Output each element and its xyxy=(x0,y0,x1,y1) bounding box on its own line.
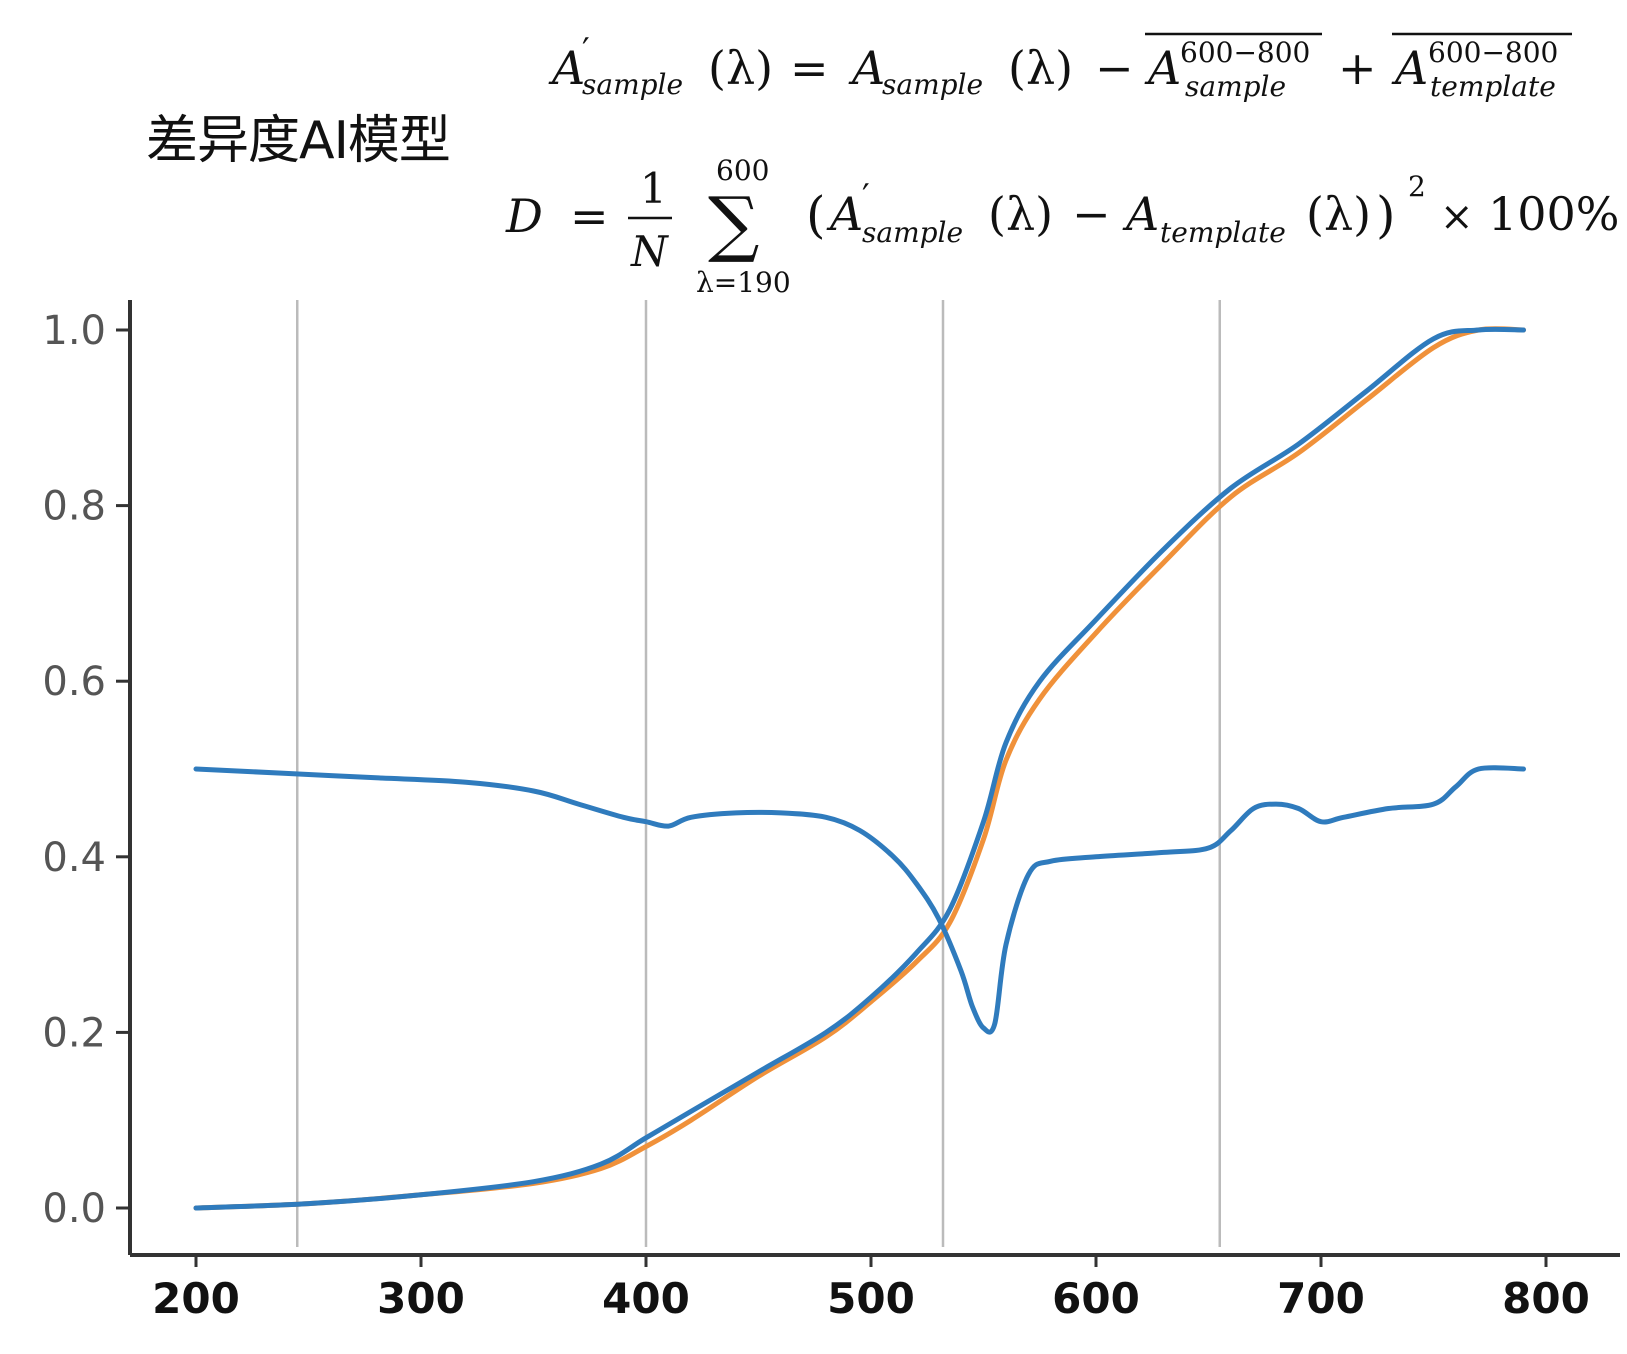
f2-close-paren: ) xyxy=(1376,186,1396,244)
y-tick-label-2: 0.4 xyxy=(42,835,106,881)
f1-minus: − xyxy=(1095,41,1134,95)
f2-minus: − xyxy=(1072,187,1111,241)
f2-b-lambda: (λ) xyxy=(1306,187,1371,241)
f1-term3-sup: 600−800 xyxy=(1428,36,1558,69)
slide-title: 差异度AI模型 xyxy=(146,111,451,171)
series-line-0 xyxy=(193,765,1526,1035)
y-tick-label-3: 0.6 xyxy=(42,659,106,705)
f1-term1-sub: sample xyxy=(882,68,983,101)
f1-lhs-lambda: (λ) xyxy=(708,41,773,95)
f1-term3-base: A xyxy=(1391,41,1428,95)
f2-a-lambda: (λ) xyxy=(988,187,1053,241)
f2-sum-lower: λ=190 xyxy=(696,266,791,299)
series-line-1 xyxy=(193,326,1526,1211)
y-tick-label-1: 0.2 xyxy=(42,1010,106,1056)
f1-term2-sup: 600−800 xyxy=(1180,36,1310,69)
f2-lhs: D xyxy=(505,189,543,243)
series-line-2 xyxy=(193,326,1526,1211)
f1-lhs-base: A xyxy=(548,41,585,95)
f1-lhs-prime: ′ xyxy=(582,31,590,71)
x-tick-label-2: 400 xyxy=(602,1274,690,1323)
f2-open-paren: ( xyxy=(806,186,826,244)
f2-sum-upper: 600 xyxy=(716,154,769,187)
f2-times: × xyxy=(1440,194,1474,240)
x-tick-label-3: 500 xyxy=(827,1274,915,1323)
f1-term1-base: A xyxy=(848,41,885,95)
f2-b-base: A xyxy=(1122,187,1159,241)
f2-power: 2 xyxy=(1408,170,1426,203)
f2-b-sub: template xyxy=(1160,216,1286,249)
f2-percent: 100% xyxy=(1488,187,1620,241)
x-tick-label-6: 800 xyxy=(1502,1274,1590,1323)
formula-difference: D = 1 N 600 ∑ λ=190 ( A ′ sample (λ) − A… xyxy=(505,154,1620,299)
y-tick-label-4: 0.8 xyxy=(42,484,106,530)
f2-a-base: A xyxy=(826,187,863,241)
x-tick-label-0: 200 xyxy=(152,1274,240,1323)
f1-lhs-sub: sample xyxy=(582,68,683,101)
f2-frac-den: N xyxy=(630,227,669,276)
f2-a-sub: sample xyxy=(862,216,963,249)
x-tick-label-4: 600 xyxy=(1052,1274,1140,1323)
y-tick-label-0: 0.0 xyxy=(42,1186,106,1232)
f2-sum-symbol: ∑ xyxy=(708,181,759,265)
f2-frac-num: 1 xyxy=(640,164,667,213)
f2-equals: = xyxy=(570,189,609,243)
x-tick-label-1: 300 xyxy=(377,1274,465,1323)
formula-block: A ′ sample (λ) = A sample (λ) − A 600−80… xyxy=(505,31,1620,299)
f1-term1-lambda: (λ) xyxy=(1008,41,1073,95)
f1-term3-sub: template xyxy=(1430,70,1556,103)
f1-term2-sub: sample xyxy=(1185,70,1286,103)
f1-equals: = xyxy=(790,41,829,95)
formula-normalization: A ′ sample (λ) = A sample (λ) − A 600−80… xyxy=(548,31,1572,103)
f2-a-prime: ′ xyxy=(862,177,870,217)
f1-term2-base: A xyxy=(1144,41,1181,95)
x-tick-label-5: 700 xyxy=(1277,1274,1365,1323)
y-tick-label-5: 1.0 xyxy=(42,308,106,354)
f1-plus: + xyxy=(1338,41,1377,95)
